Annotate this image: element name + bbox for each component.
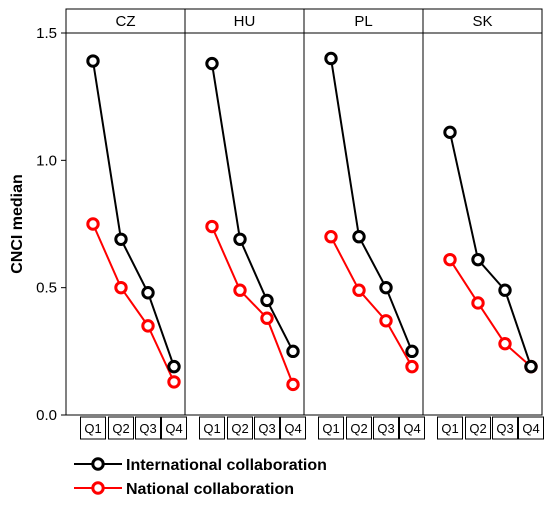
x-tick-label: Q3: [258, 421, 275, 436]
legend-layer: International collaboration National coll…: [74, 457, 327, 498]
legend-label: National collaboration: [126, 481, 294, 498]
panel-strip-label: HU: [234, 13, 256, 30]
x-category-box: [199, 416, 225, 440]
series-line: [92, 223, 175, 383]
data-point: [233, 232, 247, 246]
panel-strip: [65, 8, 186, 34]
panels-layer: CZ Q1 Q2 Q3 Q4 HU Q1 Q2 Q3 Q4 PL Q1 Q2 Q3 Q4 SK Q1 Q2 Q3 Q4: [65, 8, 544, 440]
data-point: [379, 280, 393, 295]
data-point: [352, 283, 366, 297]
y-tick-label: 1.0: [36, 152, 57, 169]
data-point: [286, 377, 300, 392]
data-point: [260, 311, 274, 325]
data-point: [405, 359, 419, 374]
data-point: [379, 314, 393, 328]
data-point: [167, 359, 181, 374]
x-category-box: [108, 416, 134, 440]
x-category-box: [346, 416, 372, 440]
data-point: [205, 56, 219, 71]
x-tick-label: Q1: [322, 421, 339, 436]
series-line: [92, 60, 175, 367]
y-tick-label: 0.5: [36, 280, 57, 297]
panel-strip: [422, 8, 543, 34]
x-category-box: [492, 416, 518, 440]
x-tick-label: Q4: [284, 421, 301, 436]
legend-marker: [91, 481, 105, 495]
data-point: [405, 344, 419, 359]
x-tick-label: Q4: [522, 421, 539, 436]
data-point: [443, 125, 457, 140]
marks-layer: [86, 51, 538, 392]
data-point: [286, 344, 300, 359]
x-tick-label: Q3: [139, 421, 156, 436]
data-point: [324, 51, 338, 66]
x-tick-label: Q1: [441, 421, 458, 436]
x-category-box: [227, 416, 253, 440]
data-point: [524, 359, 538, 374]
x-tick-label: Q2: [112, 421, 129, 436]
x-tick-label: Q2: [350, 421, 367, 436]
panel-strip-label: SK: [472, 13, 492, 30]
x-category-box: [80, 416, 106, 440]
x-category-box: [518, 416, 544, 440]
x-tick-label: Q2: [231, 421, 248, 436]
legend-marker: [91, 457, 105, 471]
data-point: [167, 375, 181, 389]
data-point: [471, 252, 485, 267]
data-point: [86, 54, 100, 68]
data-point: [498, 283, 512, 297]
y-tick-label: 0.0: [36, 407, 57, 424]
series-line: [449, 259, 532, 368]
x-tick-label: Q1: [203, 421, 220, 436]
x-category-box: [254, 416, 280, 440]
data-point: [114, 280, 128, 295]
data-point: [233, 283, 247, 297]
series-line: [449, 132, 532, 367]
panel-strip-label: CZ: [116, 13, 136, 30]
data-point: [205, 219, 219, 234]
legend-label: International collaboration: [126, 457, 327, 474]
x-category-box: [161, 416, 187, 440]
x-tick-label: Q1: [84, 421, 101, 436]
x-category-box: [135, 416, 161, 440]
data-point: [86, 217, 100, 231]
series-line: [330, 58, 413, 352]
data-point: [498, 336, 512, 351]
data-point: [114, 232, 128, 246]
panel-strip: [303, 8, 424, 34]
y-tick-label: 1.5: [36, 25, 57, 42]
x-category-box: [318, 416, 344, 440]
data-point: [141, 319, 155, 333]
series-line: [211, 63, 294, 352]
data-point: [352, 230, 366, 244]
x-tick-label: Q2: [469, 421, 486, 436]
y-axis-label: CNCI median: [9, 174, 26, 274]
panel-strip-label: PL: [354, 13, 372, 30]
x-tick-label: Q3: [377, 421, 394, 436]
x-category-box: [437, 416, 463, 440]
x-category-box: [399, 416, 425, 440]
data-point: [443, 252, 457, 267]
data-point: [141, 286, 155, 300]
x-category-box: [465, 416, 491, 440]
x-category-box: [280, 416, 306, 440]
x-tick-label: Q4: [165, 421, 182, 436]
data-point: [260, 293, 274, 308]
x-tick-label: Q4: [403, 421, 420, 436]
data-point: [324, 230, 338, 244]
x-category-box: [373, 416, 399, 440]
series-line: [211, 226, 294, 385]
series-line: [330, 236, 413, 368]
x-tick-label: Q3: [496, 421, 513, 436]
data-point: [471, 296, 485, 310]
